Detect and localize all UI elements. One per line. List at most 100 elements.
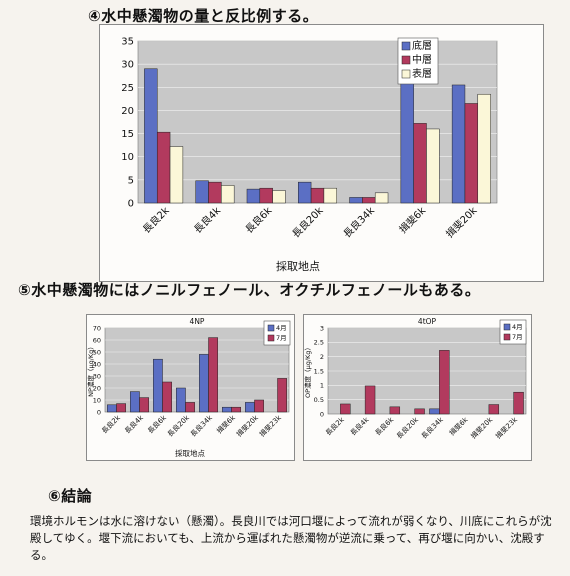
section5-heading: ⑤水中懸濁物にはノニルフェノール、オクチルフェノールもある。 [18,281,481,299]
y-tick-label: 35 [121,37,134,48]
legend-swatch-1 [401,41,411,51]
chart-title: 4NP [190,317,205,326]
y-tick-label: 10 [121,152,134,163]
x-category-label: 揖斐20k [443,204,480,241]
bar-2-3 [259,187,273,204]
bar-2-5 [362,197,376,204]
x-category-label: 揖斐20k [469,414,495,440]
x-category-label: 長良20k [165,412,191,438]
y-tick-label: 5 [128,175,134,186]
y-tick-label: 20 [121,106,134,117]
bar-1-5 [349,197,363,204]
bar-2-8 [513,391,524,415]
x-category-label: 長良20k [289,204,326,241]
bar-2-2 [208,181,222,204]
bar-1-6 [222,406,232,413]
legend-label-1: 底層 [412,39,432,52]
bar-1-7 [451,84,466,204]
x-category-label: 長良6k [373,414,396,437]
y-tick-label: 10 [93,396,101,404]
bar-2-5 [208,337,218,413]
x-category-label: 揖斐23k [257,412,283,438]
bar-1-5 [429,408,440,415]
bar-1-5 [199,354,209,413]
bar-3-4 [323,187,337,204]
x-category-label: 長良20k [395,414,421,440]
y-tick-label: 2 [320,353,324,361]
section6-heading: ⑥結論 [48,487,93,505]
y-tick-label: 1.5 [314,367,324,375]
x-category-label: 長良4k [191,204,223,236]
bar-2-3 [389,406,401,415]
bar-3-7 [477,93,491,204]
bar-2-1 [156,131,171,204]
chart-title: 4tOP [418,317,437,326]
bar-3-3 [272,190,286,204]
bar-1-2 [130,391,140,413]
x-category-label: 揖斐6k [447,414,470,437]
chart1: 0 5 10 15 20 25 30 35 長良2k 長良4k 長良6k 長良20k 長良34k 揖斐6k… [121,37,498,273]
x-category-label: 揖斐20k [234,412,260,438]
y-tick-label: 70 [93,324,101,332]
x-category-label: 長良6k [146,412,169,435]
bar-1-3 [246,188,261,204]
bar-2-2 [364,385,376,415]
y-tick-label: 40 [93,360,101,368]
chart2-panel: 0 10 20 30 40 50 60 70 長良2k 長良4k 長良6k 長良20k 長良34k 揖斐6… [86,314,295,461]
y-tick-label: 3 [320,324,324,332]
legend-swatch-2 [503,333,511,341]
chart1-panel: 0 5 10 15 20 25 30 35 長良2k 長良4k 長良6k 長良20k 長良34k 揖斐6k… [99,24,544,282]
y-tick-label: 60 [93,336,101,344]
bar-2-5 [439,350,450,415]
legend-label-1: 4月 [276,324,287,332]
bar-2-1 [340,403,351,415]
x-category-label: 長良2k [324,414,347,437]
bar-2-7 [488,404,500,415]
bar-2-3 [162,381,172,413]
x-category-label: 長良2k [140,204,172,236]
legend-swatch-1 [267,324,275,332]
y-axis-label: OP濃度（μg/Kg） [304,344,312,398]
plot-area [137,40,498,204]
legend-swatch-2 [401,55,411,65]
legend-swatch-2 [267,334,275,342]
legend-label-1: 4月 [512,323,523,331]
bar-2-4 [414,408,425,415]
bar-3-2 [221,185,235,204]
bar-2-8 [277,378,287,413]
x-category-label: 長良4k [123,412,146,435]
bar-1-3 [153,358,163,413]
bar-3-1 [169,146,184,204]
bar-1-1 [107,404,117,413]
bar-2-7 [464,103,479,204]
bar-3-5 [374,192,389,204]
x-category-label: 長良34k [419,414,445,440]
y-tick-label: 50 [93,348,101,356]
y-tick-label: 30 [121,60,134,71]
bar-3-6 [426,128,440,204]
bar-2-4 [310,187,325,204]
bar-1-4 [176,387,186,413]
y-axis-label: NP濃度（μg/Kg） [87,343,95,397]
bar-2-2 [139,397,149,413]
x-category-label: 長良34k [340,204,377,241]
y-tick-label: 0 [128,199,134,210]
bar-1-7 [245,402,255,413]
bar-2-4 [185,402,195,413]
bar-1-2 [195,180,209,204]
y-tick-label: 2.5 [314,339,324,347]
y-tick-label: 0 [320,410,324,418]
x-category-label: 長良2k [100,412,123,435]
x-category-label: 揖斐23k [494,414,520,440]
x-category-label: 長良34k [188,412,214,438]
y-tick-label: 30 [93,372,101,380]
legend-label-2: 7月 [512,333,523,341]
y-tick-label: 1 [320,382,324,390]
bar-1-4 [298,181,312,204]
y-tick-label: 0.5 [314,396,324,404]
y-tick-label: 25 [121,83,134,94]
legend-label-3: 表層 [412,67,432,80]
conclusion-text: 環境ホルモンは水に溶けない（懸濁）。長良川では河口堰によって流れが弱くなり、川底… [30,514,552,562]
